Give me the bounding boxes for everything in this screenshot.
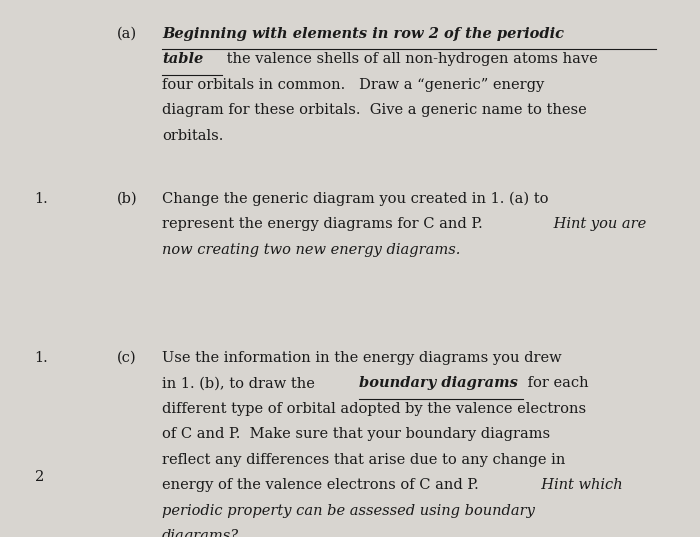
Text: Beginning with elements in row 2 of the periodic: Beginning with elements in row 2 of the … <box>162 27 564 41</box>
Text: (a): (a) <box>118 27 137 41</box>
Text: 1.: 1. <box>34 192 48 206</box>
Text: Use the information in the energy diagrams you drew: Use the information in the energy diagra… <box>162 351 562 365</box>
Text: table: table <box>162 53 204 67</box>
Text: of C and P.  Make sure that your boundary diagrams: of C and P. Make sure that your boundary… <box>162 427 550 441</box>
Text: periodic property can be assessed using boundary: periodic property can be assessed using … <box>162 504 535 518</box>
Text: four orbitals in common.   Draw a “generic” energy: four orbitals in common. Draw a “generic… <box>162 78 545 92</box>
Text: now creating two new energy diagrams.: now creating two new energy diagrams. <box>162 243 461 257</box>
Text: orbitals.: orbitals. <box>162 129 223 143</box>
Text: in 1. (b), to draw the: in 1. (b), to draw the <box>162 376 320 390</box>
Text: energy of the valence electrons of C and P.: energy of the valence electrons of C and… <box>162 478 479 492</box>
Text: Hint which: Hint which <box>532 478 623 492</box>
Text: 2: 2 <box>34 470 44 484</box>
Text: the valence shells of all non-hydrogen atoms have: the valence shells of all non-hydrogen a… <box>223 53 598 67</box>
Text: Change the generic diagram you created in 1. (a) to: Change the generic diagram you created i… <box>162 192 549 206</box>
Text: (b): (b) <box>118 192 138 206</box>
Text: 1.: 1. <box>34 351 48 365</box>
Text: for each: for each <box>522 376 588 390</box>
Text: diagrams?: diagrams? <box>162 529 239 537</box>
Text: Hint you are: Hint you are <box>549 217 646 231</box>
Text: boundary diagrams: boundary diagrams <box>359 376 518 390</box>
Text: diagram for these orbitals.  Give a generic name to these: diagram for these orbitals. Give a gener… <box>162 103 587 117</box>
Text: (c): (c) <box>118 351 137 365</box>
Text: represent the energy diagrams for C and P.: represent the energy diagrams for C and … <box>162 217 483 231</box>
Text: different type of orbital adopted by the valence electrons: different type of orbital adopted by the… <box>162 402 587 416</box>
Text: reflect any differences that arise due to any change in: reflect any differences that arise due t… <box>162 453 566 467</box>
